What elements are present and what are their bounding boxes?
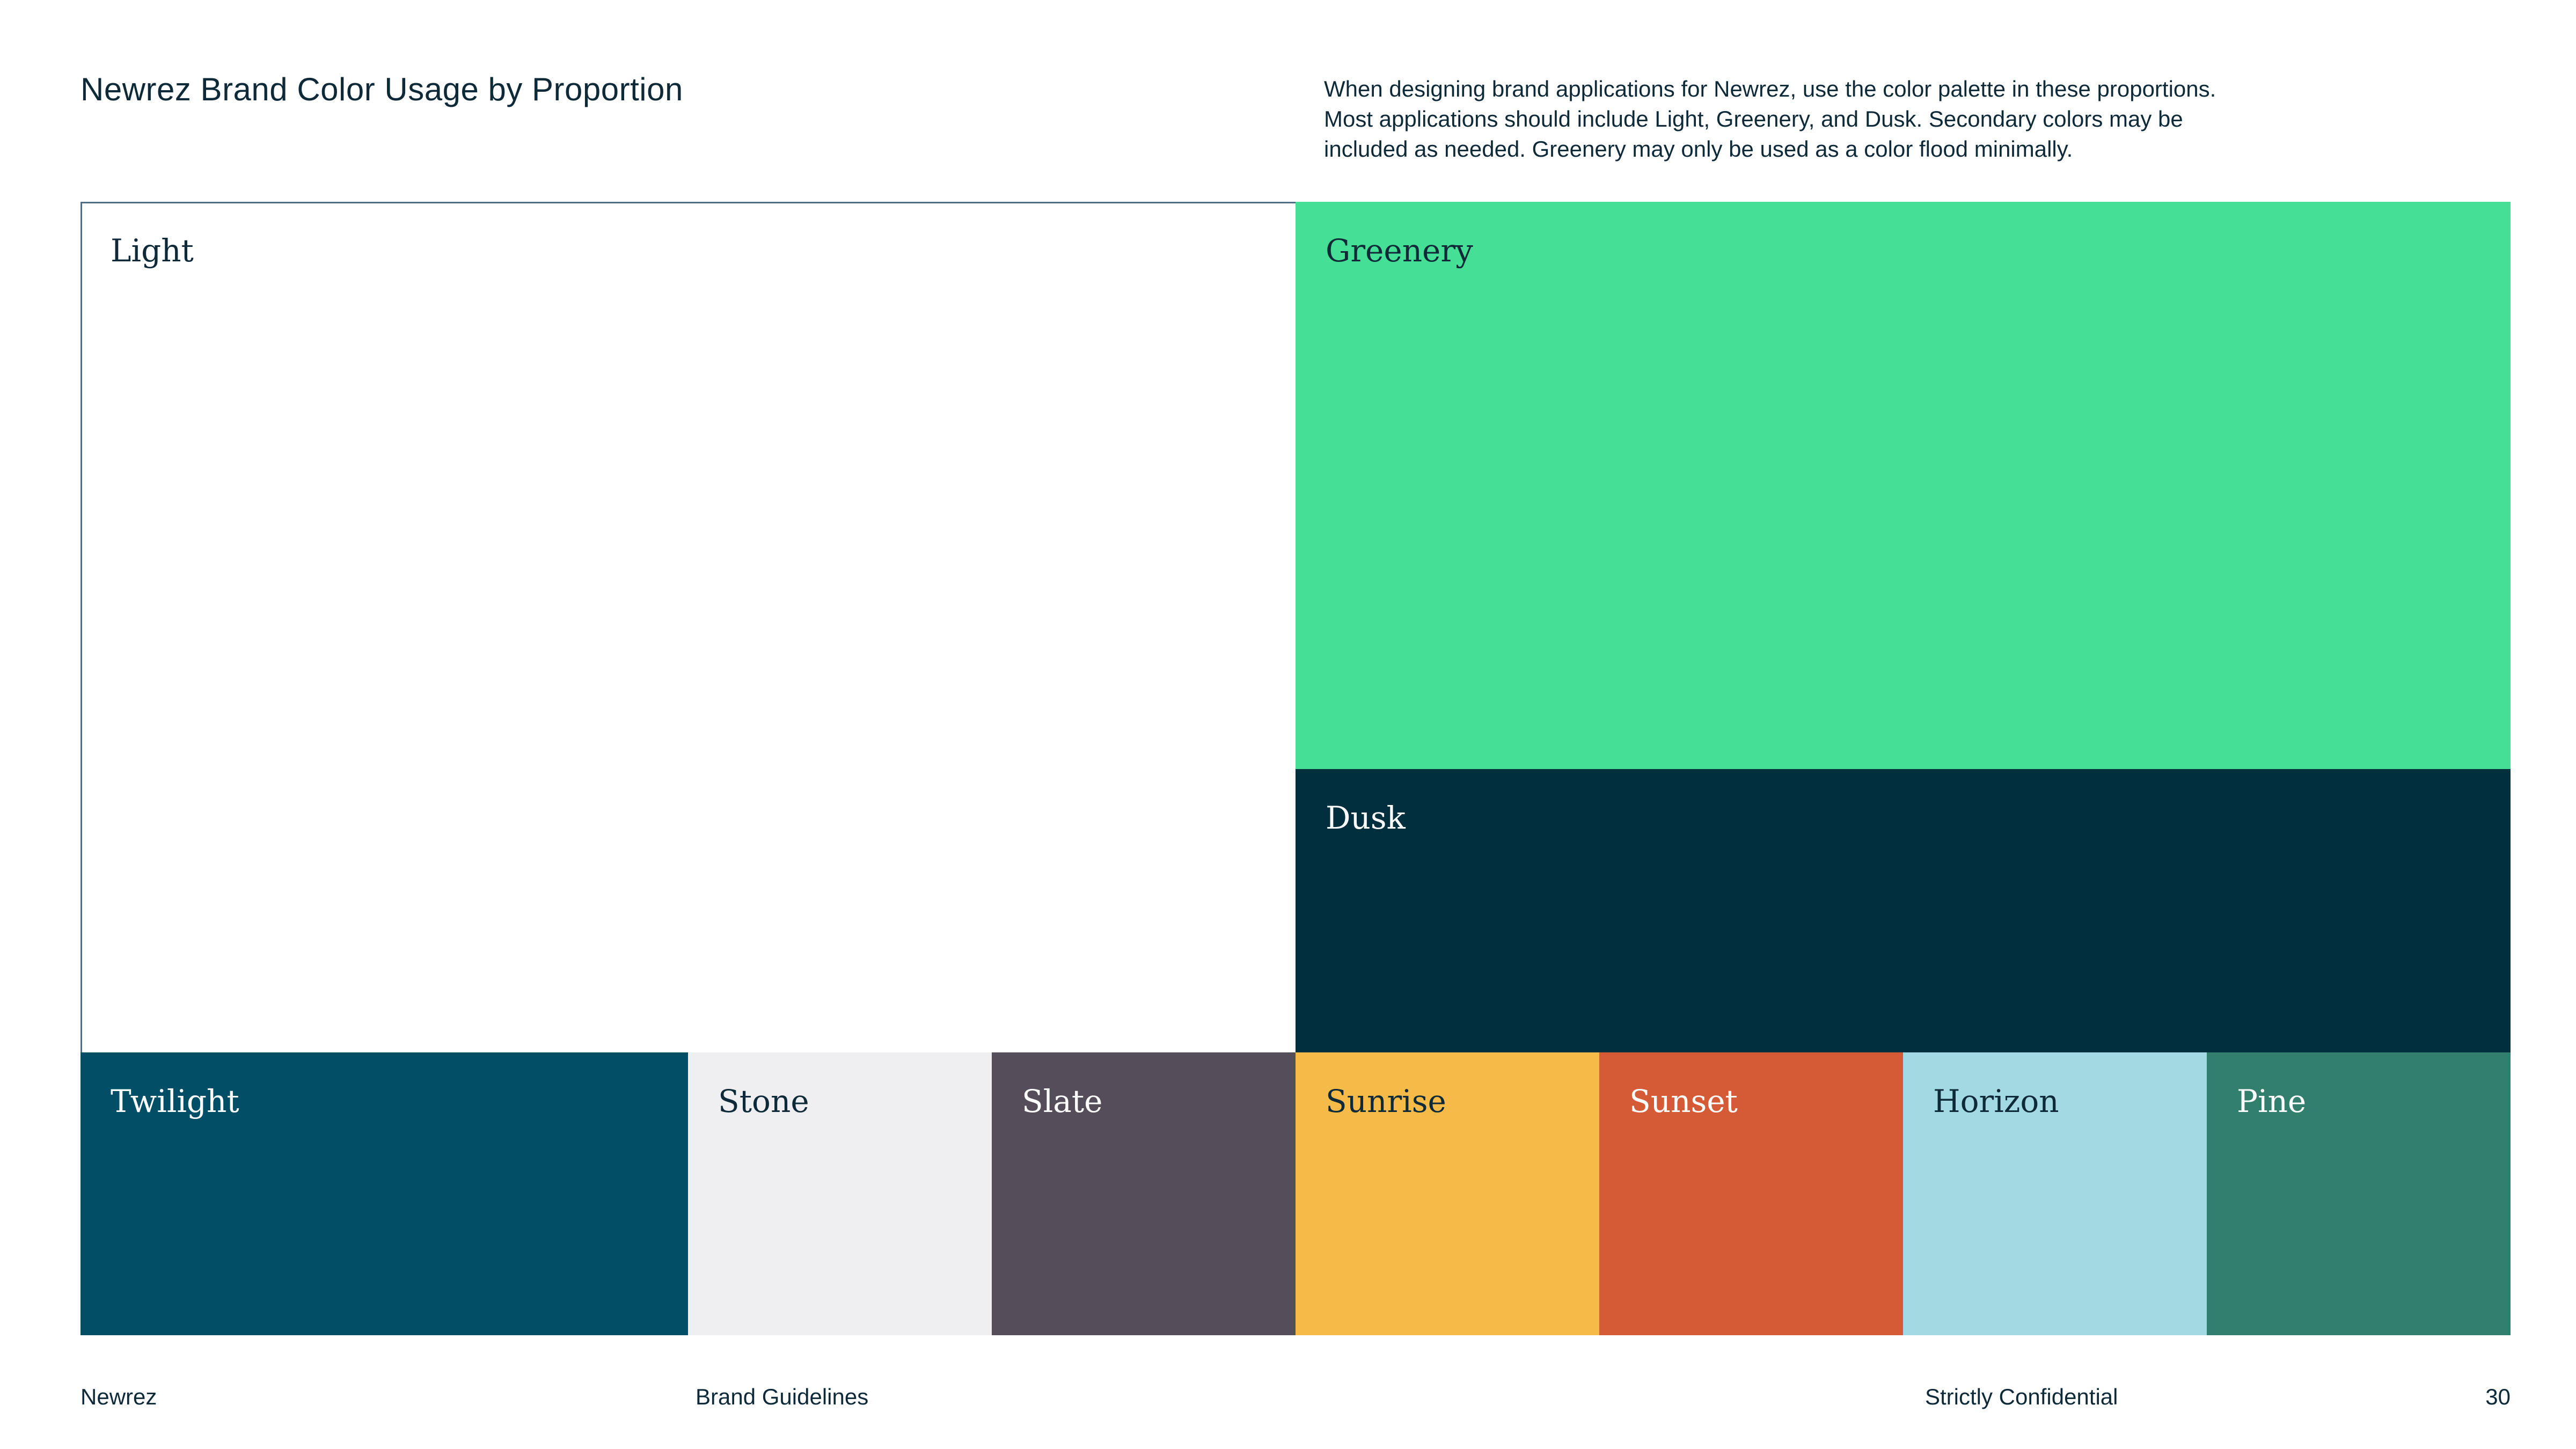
swatch-label-dusk: Dusk: [1326, 800, 1406, 836]
swatch-label-twilight: Twilight: [111, 1083, 239, 1119]
swatch-label-sunset: Sunset: [1629, 1083, 1738, 1119]
swatch-label-stone: Stone: [718, 1083, 809, 1119]
swatch-label-light: Light: [111, 232, 194, 269]
color-proportion-grid: Light Greenery Dusk Twilight Stone Slate…: [80, 202, 2511, 1335]
page-title: Newrez Brand Color Usage by Proportion: [80, 71, 683, 107]
swatch-slate: Slate: [992, 1052, 1296, 1335]
swatch-stone: Stone: [688, 1052, 992, 1335]
swatch-label-slate: Slate: [1022, 1083, 1103, 1119]
swatch-dusk: Dusk: [1296, 769, 2511, 1052]
swatch-light: Light: [80, 202, 1296, 1052]
footer-confidentiality: Strictly Confidential: [1925, 1384, 2118, 1409]
swatch-label-greenery: Greenery: [1326, 232, 1473, 269]
footer-document-title: Brand Guidelines: [696, 1384, 869, 1409]
swatch-sunset: Sunset: [1599, 1052, 1903, 1335]
swatch-greenery: Greenery: [1296, 202, 2511, 769]
swatch-label-horizon: Horizon: [1933, 1083, 2059, 1119]
swatch-sunrise: Sunrise: [1296, 1052, 1599, 1335]
swatch-pine: Pine: [2207, 1052, 2511, 1335]
swatch-label-sunrise: Sunrise: [1326, 1083, 1446, 1119]
intro-line: included as needed. Greenery may only be…: [1324, 136, 2073, 162]
intro-paragraph: When designing brand applications for Ne…: [1324, 74, 2344, 164]
intro-line: Most applications should include Light, …: [1324, 106, 2183, 131]
page-number: 30: [2485, 1384, 2511, 1409]
intro-line: When designing brand applications for Ne…: [1324, 76, 2216, 101]
swatch-label-pine: Pine: [2237, 1083, 2307, 1119]
swatch-horizon: Horizon: [1903, 1052, 2207, 1335]
footer-brand: Newrez: [80, 1384, 157, 1409]
swatch-twilight: Twilight: [80, 1052, 688, 1335]
